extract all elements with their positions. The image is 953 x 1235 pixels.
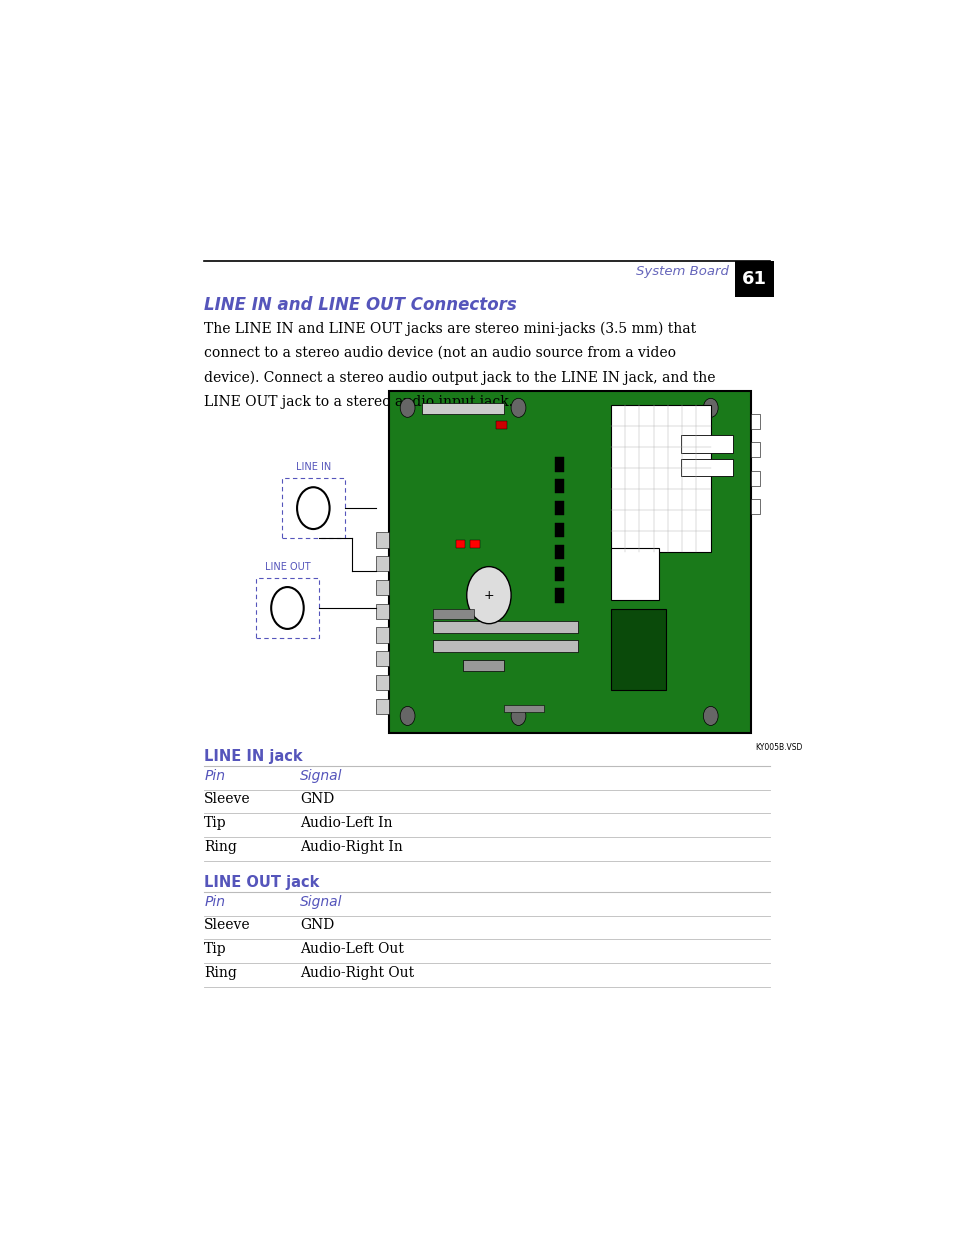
Text: 61: 61 — [741, 270, 766, 289]
Text: Ring: Ring — [204, 966, 237, 981]
Circle shape — [400, 706, 415, 725]
Text: device). Connect a stereo audio output jack to the LINE IN jack, and the: device). Connect a stereo audio output j… — [204, 370, 715, 385]
Text: Audio-Right Out: Audio-Right Out — [300, 966, 415, 981]
Bar — [375, 699, 389, 714]
Circle shape — [702, 399, 718, 417]
Bar — [555, 545, 564, 559]
Text: Sleeve: Sleeve — [204, 919, 251, 932]
Text: KY005B.VSD: KY005B.VSD — [755, 742, 801, 752]
Bar — [375, 556, 389, 572]
Bar — [375, 651, 389, 667]
Text: LINE OUT jack to a stereo audio input jack.: LINE OUT jack to a stereo audio input ja… — [204, 395, 513, 410]
Bar — [456, 540, 465, 547]
Bar — [375, 580, 389, 595]
Bar — [751, 471, 760, 485]
Bar — [422, 403, 503, 415]
Text: LINE IN jack: LINE IN jack — [204, 750, 303, 764]
Text: GND: GND — [300, 793, 335, 806]
Bar — [389, 390, 751, 734]
Circle shape — [511, 399, 525, 417]
Text: LINE OUT jack: LINE OUT jack — [204, 876, 319, 890]
Text: System Board: System Board — [636, 266, 728, 278]
Circle shape — [296, 488, 329, 529]
Bar — [735, 262, 773, 298]
Bar — [470, 540, 479, 547]
Bar — [375, 627, 389, 642]
Circle shape — [702, 706, 718, 725]
Bar — [375, 604, 389, 619]
Text: Audio-Left In: Audio-Left In — [300, 816, 393, 830]
Bar — [680, 436, 732, 452]
Bar — [433, 609, 474, 619]
Text: Pin: Pin — [204, 894, 225, 909]
Text: Tip: Tip — [204, 816, 227, 830]
Text: Pin: Pin — [204, 768, 225, 783]
Text: Audio-Right In: Audio-Right In — [300, 840, 403, 855]
Bar — [680, 459, 732, 477]
Circle shape — [400, 399, 415, 417]
Text: LINE IN: LINE IN — [295, 462, 331, 473]
Bar — [610, 405, 710, 552]
Bar — [555, 457, 564, 472]
Bar — [375, 676, 389, 690]
Bar — [610, 547, 659, 600]
Bar — [555, 589, 564, 603]
Circle shape — [466, 567, 511, 624]
Circle shape — [271, 587, 303, 629]
Bar — [282, 478, 344, 538]
Text: Ring: Ring — [204, 840, 237, 855]
Text: connect to a stereo audio device (not an audio source from a video: connect to a stereo audio device (not an… — [204, 346, 676, 359]
Bar — [433, 621, 577, 634]
Bar — [503, 705, 544, 713]
Text: Tip: Tip — [204, 942, 227, 956]
Circle shape — [511, 706, 525, 725]
Bar — [496, 421, 507, 429]
Bar — [751, 414, 760, 429]
Text: +: + — [483, 589, 494, 601]
Text: Signal: Signal — [300, 768, 342, 783]
Bar — [555, 522, 564, 537]
Bar — [255, 578, 318, 638]
Text: The LINE IN and LINE OUT jacks are stereo mini-jacks (3.5 mm) that: The LINE IN and LINE OUT jacks are stere… — [204, 321, 696, 336]
Text: LINE IN and LINE OUT Connectors: LINE IN and LINE OUT Connectors — [204, 295, 517, 314]
Bar — [462, 659, 503, 672]
Bar — [751, 499, 760, 514]
Bar — [751, 442, 760, 457]
Text: Signal: Signal — [300, 894, 342, 909]
Text: Audio-Left Out: Audio-Left Out — [300, 942, 404, 956]
Bar — [433, 640, 577, 652]
Bar — [555, 479, 564, 494]
Text: Sleeve: Sleeve — [204, 793, 251, 806]
Bar — [555, 501, 564, 515]
Bar — [555, 567, 564, 580]
Text: LINE OUT: LINE OUT — [264, 562, 310, 572]
Text: GND: GND — [300, 919, 335, 932]
Bar — [610, 609, 665, 690]
Bar — [375, 532, 389, 547]
